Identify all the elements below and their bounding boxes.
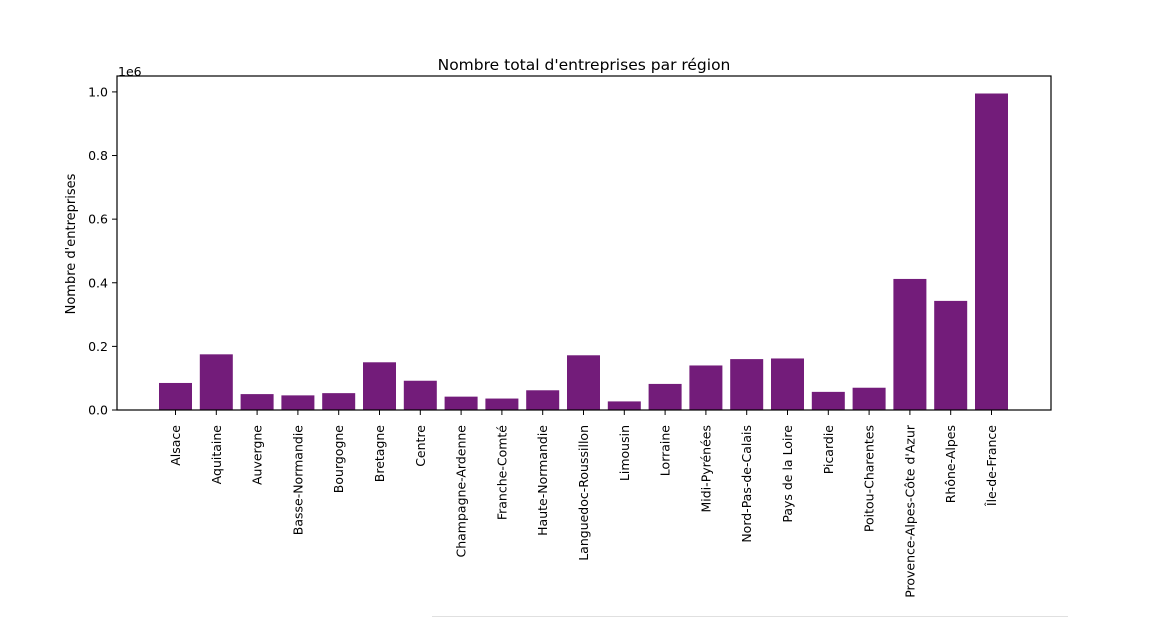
x-tick-label: Provence-Alpes-Côte d'Azur [902, 424, 917, 598]
x-tick-label: Auvergne [250, 425, 265, 485]
bar [363, 362, 396, 410]
bar [893, 278, 927, 410]
y-tick-label: 0.0 [88, 403, 108, 418]
bar [240, 394, 274, 410]
x-tick-label: Midi-Pyrénées [698, 425, 713, 512]
x-axis-ticks: Alsace Aquitaine Auvergne Basse-Normandie Bo… [168, 410, 999, 598]
x-tick-label: Lorraine [658, 425, 673, 477]
bar [403, 380, 437, 410]
y-axis-offset-label: 1e6 [118, 64, 142, 79]
x-tick-label: Nord-Pas-de-Calais [739, 425, 754, 543]
bar [322, 393, 356, 410]
x-tick-label: Limousin [617, 425, 632, 481]
divider-line [432, 616, 1068, 617]
y-axis-ticks: 0.0 0.2 0.4 0.6 0.8 1.0 [88, 84, 117, 418]
x-tick-label: Rhône-Alpes [943, 425, 958, 503]
bar [607, 401, 641, 410]
bar [648, 383, 682, 410]
x-tick-label: Pays de la Loire [780, 425, 795, 523]
bar [159, 382, 192, 410]
bar [811, 391, 845, 410]
x-tick-label: Basse-Normandie [290, 425, 305, 536]
bars-group [159, 93, 1008, 410]
y-axis-label: Nombre d'entreprises [64, 173, 79, 314]
bar [934, 300, 968, 410]
chart-title: Nombre total d'entreprises par région [438, 56, 731, 74]
x-tick-label: Bretagne [372, 425, 387, 483]
y-tick-label: 0.6 [88, 212, 108, 227]
bar [567, 355, 600, 410]
x-tick-label: Franche-Comté [494, 425, 509, 520]
x-tick-label: Île-de-France [984, 425, 999, 507]
bar [689, 365, 723, 410]
y-tick-label: 0.4 [88, 275, 108, 290]
bar [771, 358, 804, 410]
x-tick-label: Alsace [168, 425, 183, 466]
bar [526, 390, 560, 410]
x-tick-label: Picardie [821, 425, 836, 475]
y-tick-label: 0.8 [88, 148, 108, 163]
plot-area-frame [116, 75, 1052, 411]
x-tick-label: Champagne-Ardenne [454, 425, 469, 558]
bar [485, 398, 519, 410]
bar [199, 354, 233, 410]
y-tick-label: 0.2 [88, 339, 108, 354]
bar [281, 395, 315, 410]
bar [975, 93, 1008, 410]
x-tick-label: Poitou-Charentes [862, 425, 877, 532]
bar [444, 396, 478, 410]
bar [852, 387, 886, 410]
x-tick-label: Aquitaine [209, 425, 224, 485]
x-tick-label: Bourgogne [331, 425, 346, 494]
x-tick-label: Languedoc-Roussillon [576, 425, 591, 561]
y-tick-label: 1.0 [88, 84, 108, 99]
x-tick-label: Centre [413, 425, 428, 467]
bar [730, 359, 764, 410]
x-tick-label: Haute-Normandie [535, 425, 550, 536]
